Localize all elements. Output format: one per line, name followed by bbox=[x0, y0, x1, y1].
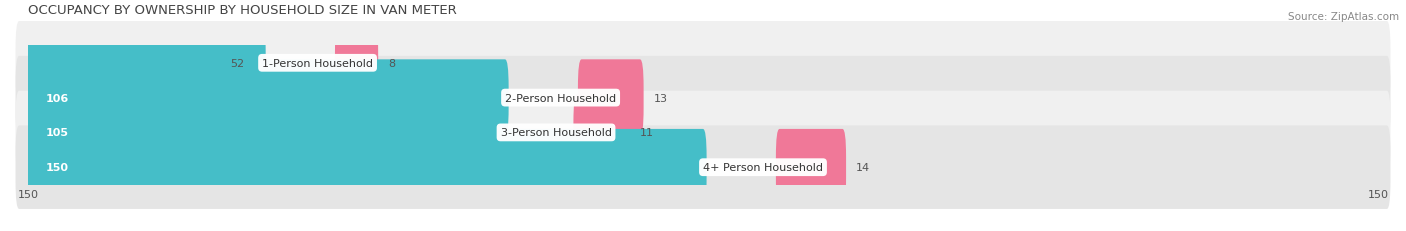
Text: 1-Person Household: 1-Person Household bbox=[262, 58, 373, 69]
Text: 105: 105 bbox=[46, 128, 69, 138]
FancyBboxPatch shape bbox=[24, 60, 509, 136]
FancyBboxPatch shape bbox=[24, 95, 505, 171]
FancyBboxPatch shape bbox=[24, 129, 707, 206]
Text: 8: 8 bbox=[388, 58, 395, 69]
Text: 14: 14 bbox=[856, 162, 870, 173]
Text: 52: 52 bbox=[231, 58, 245, 69]
FancyBboxPatch shape bbox=[15, 91, 1391, 174]
Text: 11: 11 bbox=[640, 128, 654, 138]
FancyBboxPatch shape bbox=[15, 126, 1391, 209]
Text: 13: 13 bbox=[654, 93, 668, 103]
FancyBboxPatch shape bbox=[776, 129, 846, 206]
FancyBboxPatch shape bbox=[578, 60, 644, 136]
FancyBboxPatch shape bbox=[574, 95, 630, 171]
FancyBboxPatch shape bbox=[335, 25, 378, 102]
FancyBboxPatch shape bbox=[15, 22, 1391, 105]
Text: 2-Person Household: 2-Person Household bbox=[505, 93, 616, 103]
FancyBboxPatch shape bbox=[24, 25, 266, 102]
Text: OCCUPANCY BY OWNERSHIP BY HOUSEHOLD SIZE IN VAN METER: OCCUPANCY BY OWNERSHIP BY HOUSEHOLD SIZE… bbox=[28, 4, 457, 17]
Text: 3-Person Household: 3-Person Household bbox=[501, 128, 612, 138]
FancyBboxPatch shape bbox=[15, 57, 1391, 140]
Text: 150: 150 bbox=[46, 162, 69, 173]
Text: 106: 106 bbox=[46, 93, 69, 103]
Text: 4+ Person Household: 4+ Person Household bbox=[703, 162, 823, 173]
Text: Source: ZipAtlas.com: Source: ZipAtlas.com bbox=[1288, 12, 1399, 21]
